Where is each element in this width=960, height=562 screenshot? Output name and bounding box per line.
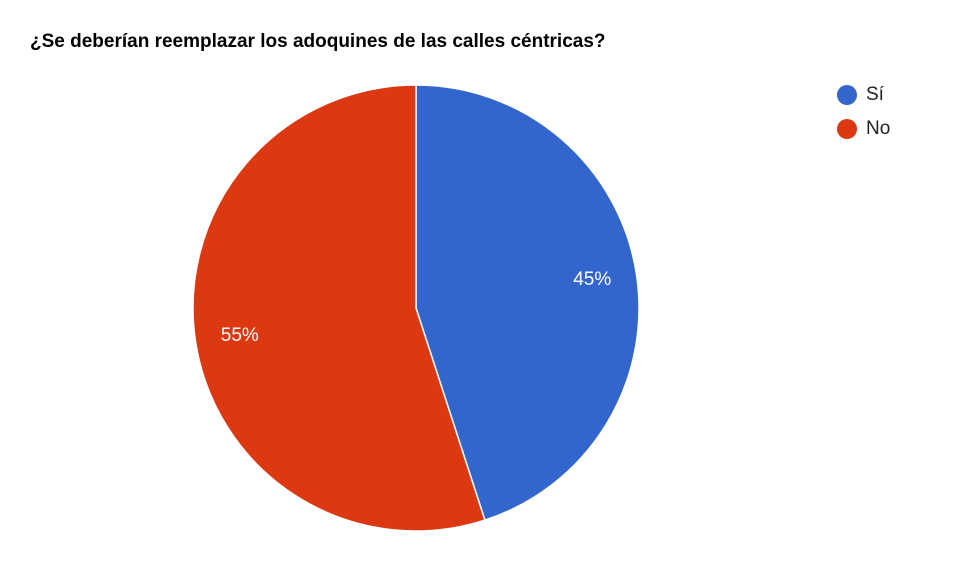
pie-slice <box>192 84 486 532</box>
legend-label: No <box>866 118 890 139</box>
legend-marker <box>837 119 857 139</box>
chart-title: ¿Se deberían reemplazar los adoquines de… <box>30 31 606 52</box>
slice-label: 55% <box>221 325 259 346</box>
legend-label: Sí <box>866 84 885 105</box>
pie-slice <box>415 84 640 522</box>
slice-label: 45% <box>573 269 611 290</box>
legend-marker <box>837 85 857 105</box>
